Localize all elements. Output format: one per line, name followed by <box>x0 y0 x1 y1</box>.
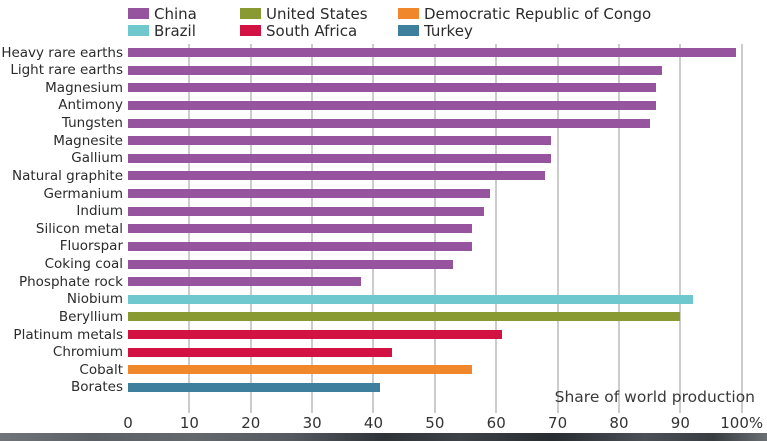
bar-phosphate-rock <box>128 277 362 287</box>
legend-label: South Africa <box>266 22 358 40</box>
bar-heavy-rare-earths <box>128 48 736 57</box>
category-label: Cobalt <box>79 361 123 378</box>
bar-magnesium <box>128 83 656 93</box>
category-label: Beryllium <box>58 308 123 325</box>
category-label: Heavy rare earths <box>1 44 123 61</box>
bar-natural-graphite <box>128 171 546 181</box>
x-tick-label: 100% <box>720 414 764 432</box>
bar-germanium <box>128 189 491 199</box>
gridline <box>556 44 559 413</box>
x-tick-label: 0 <box>123 414 133 432</box>
category-label: Antimony <box>58 97 123 114</box>
category-label: Borates <box>71 379 123 396</box>
legend-swatch-icon <box>128 25 149 36</box>
category-label: Chromium <box>52 344 123 361</box>
bar-niobium <box>128 294 693 304</box>
x-tick-label: 20 <box>241 414 261 432</box>
category-label: Tungsten <box>61 115 123 132</box>
bottom-photo-strip <box>0 433 767 441</box>
x-tick-label: 10 <box>179 414 199 432</box>
bar-platinum-metals <box>128 330 503 340</box>
legend-swatch-icon <box>240 8 261 19</box>
x-tick-label: 90 <box>670 414 690 432</box>
x-tick-label: 70 <box>548 414 568 432</box>
bar-light-rare-earths <box>128 65 662 75</box>
legend-label: Brazil <box>154 22 196 40</box>
bar-antimony <box>128 100 656 110</box>
x-tick-label: 60 <box>486 414 506 432</box>
bar-beryllium <box>128 312 681 322</box>
bar-silicon-metal <box>128 224 472 234</box>
legend-swatch-icon <box>398 25 419 36</box>
x-tick-label: 30 <box>302 414 322 432</box>
category-label: Indium <box>76 203 123 220</box>
bar-gallium <box>128 153 552 163</box>
category-label: Fluorspar <box>59 238 123 255</box>
bar-tungsten <box>128 118 650 128</box>
category-label: Light rare earths <box>10 62 123 79</box>
bar-indium <box>128 206 484 216</box>
x-axis-title: Share of world production <box>554 388 755 406</box>
gridline <box>617 44 620 413</box>
category-label: Phosphate rock <box>18 273 123 290</box>
category-label: Magnesium <box>45 79 123 96</box>
legend-swatch-icon <box>128 8 149 19</box>
legend-swatch-icon <box>398 8 419 19</box>
category-label: Silicon metal <box>35 220 123 237</box>
x-tick-label: 80 <box>609 414 629 432</box>
category-label: Niobium <box>66 291 123 308</box>
gridline <box>679 44 682 413</box>
legend-label: Turkey <box>424 22 473 40</box>
bar-magnesite <box>128 136 552 146</box>
bar-fluorspar <box>128 241 472 251</box>
x-tick-label: 50 <box>425 414 445 432</box>
bar-coking-coal <box>128 259 454 269</box>
x-tick-label: 40 <box>363 414 384 432</box>
legend-label: Democratic Republic of Congo <box>424 5 652 23</box>
legend-label: United States <box>266 5 368 23</box>
category-label: Coking coal <box>44 256 123 273</box>
category-label: Germanium <box>43 185 123 202</box>
bar-chromium <box>128 347 392 357</box>
category-label: Natural graphite <box>12 167 123 184</box>
bar-cobalt <box>128 365 472 375</box>
gridline <box>740 44 743 413</box>
legend-label: China <box>154 5 197 23</box>
category-label: Gallium <box>71 150 123 167</box>
category-label: Platinum metals <box>13 326 123 343</box>
category-label: Magnesite <box>53 132 123 149</box>
bar-borates <box>128 382 380 392</box>
gridline <box>495 44 498 413</box>
legend-swatch-icon <box>240 25 261 36</box>
